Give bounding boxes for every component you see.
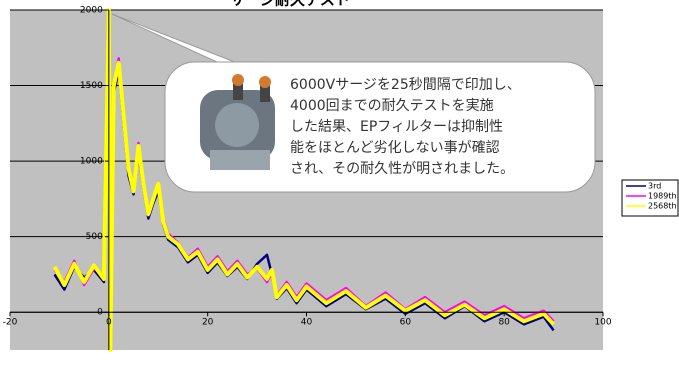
x-tick-label: 20 (202, 318, 214, 328)
y-tick-label: 1500 (80, 81, 103, 91)
chart-title: サージ耐久テスト (230, 0, 350, 9)
annotation-line: した結果、EPフィルターは抑制性 (290, 119, 503, 135)
x-tick-label: 100 (594, 318, 611, 328)
x-tick-label: 60 (400, 318, 412, 328)
x-tick-label: 80 (498, 318, 510, 328)
x-tick-label: 40 (301, 318, 313, 328)
annotation-line: 能をほとんど劣化しない事が確認 (290, 140, 500, 156)
x-tick-label: -20 (3, 318, 18, 328)
legend-label: 1989th (648, 192, 677, 201)
y-tick-label: 500 (86, 232, 103, 242)
y-tick-label: 2000 (80, 6, 103, 16)
legend-label: 2568th (648, 202, 677, 211)
annotation-line: され、その耐久性が明されました。 (290, 161, 514, 177)
annotation-line: 6000Vサージを25秒間隔で印加し、 (290, 77, 521, 93)
y-tick-label: 1000 (80, 157, 103, 167)
annotation-line: 4000回までの耐久テストを実施 (290, 98, 494, 114)
legend-label: 3rd (648, 182, 661, 191)
chart: 0500100015002000-20020406080100 サージ耐久テスト… (0, 0, 679, 380)
